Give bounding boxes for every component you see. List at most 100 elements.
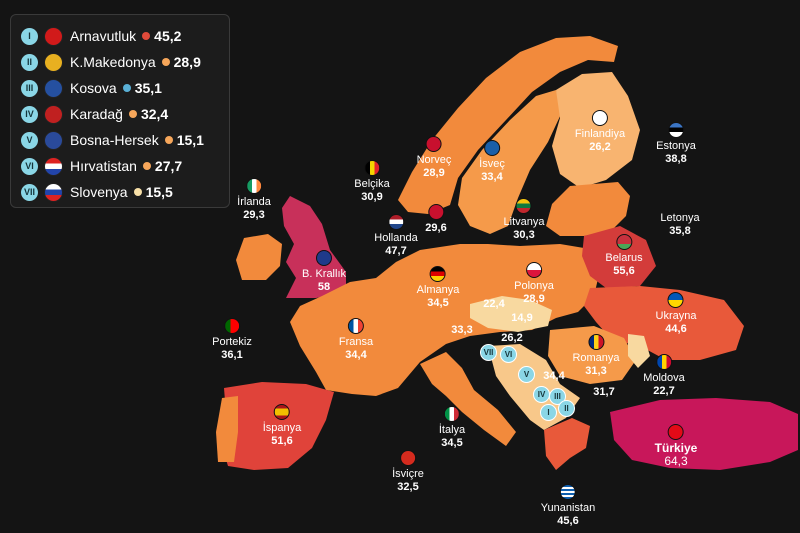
legend-item: IV Karadağ 32,4 xyxy=(21,103,168,125)
value-slovakia: 14,9 xyxy=(511,312,533,324)
uk-flag-icon xyxy=(315,250,332,266)
romania-flag-icon xyxy=(587,334,604,350)
label-sweden: İsveç 33,4 xyxy=(479,140,505,184)
legend-number: VI xyxy=(21,157,38,175)
label-netherlands: Hollanda 47,7 xyxy=(374,214,418,258)
legend-country: Karadağ xyxy=(70,106,123,122)
country-name: Romanya xyxy=(572,352,620,364)
value-hungary: 26,2 xyxy=(501,332,523,344)
spain-flag-icon xyxy=(274,404,290,420)
country-value: 31,3 xyxy=(585,365,607,377)
region-finland xyxy=(552,72,640,188)
region-portugal xyxy=(216,396,238,462)
region-balkans xyxy=(488,344,580,430)
label-ireland: İrlanda 29,3 xyxy=(237,178,271,222)
legend-dot xyxy=(161,58,170,66)
kosovo-flag-icon xyxy=(44,78,63,98)
switzerland-flag-icon xyxy=(400,450,416,466)
label-moldova: Moldova 22,7 xyxy=(643,354,685,398)
italy-flag-icon xyxy=(443,406,460,422)
legend-dot xyxy=(128,110,137,118)
legend-country: Arnavutluk xyxy=(70,28,137,44)
legend-number: V xyxy=(21,131,38,149)
region-greece xyxy=(544,418,590,470)
value-austria: 33,3 xyxy=(451,324,473,336)
label-romania: Romanya 31,3 xyxy=(572,334,620,378)
legend-value: 15,5 xyxy=(145,184,173,200)
legend-item: III Kosova 35,1 xyxy=(21,77,162,99)
country-name: Hollanda xyxy=(374,232,418,244)
marker-north-macedonia: II xyxy=(558,400,575,417)
label-norway: Norveç 28,9 xyxy=(416,136,452,180)
value-czechia: 22,4 xyxy=(483,298,505,310)
netherlands-flag-icon xyxy=(387,214,404,230)
label-greece: Yunanistan 45,6 xyxy=(541,484,595,528)
belgium-flag-icon xyxy=(364,160,380,176)
region-west-central xyxy=(290,244,600,396)
country-name: Moldova xyxy=(643,372,685,384)
value-serbia: 34,4 xyxy=(543,370,565,382)
marker-montenegro: IV xyxy=(533,386,550,403)
country-value: 28,9 xyxy=(523,293,545,305)
legend-item: I Arnavutluk 45,2 xyxy=(21,25,181,47)
country-value: 58 xyxy=(317,281,331,293)
turkey-flag-icon xyxy=(668,424,684,440)
country-name: Yunanistan xyxy=(540,502,596,514)
country-value: 34,5 xyxy=(427,297,449,309)
sweden-flag-icon xyxy=(484,140,500,156)
value-bulgaria: 31,7 xyxy=(593,386,615,398)
marker-slovenia: VII xyxy=(480,344,497,361)
marker-bosnia: V xyxy=(518,366,535,383)
label-italy: İtalya 34,5 xyxy=(439,406,465,450)
label-switzerland: İsviçre 32,5 xyxy=(392,450,424,494)
ukraine-flag-icon xyxy=(668,292,684,308)
finland-flag-icon xyxy=(591,110,608,126)
label-denmark: 29,6 xyxy=(425,204,447,235)
norway-flag-icon xyxy=(426,136,442,152)
country-name: Litvanya xyxy=(503,216,545,228)
country-value: 38,8 xyxy=(665,153,687,165)
region-italy xyxy=(420,352,516,446)
country-value: 34,4 xyxy=(345,349,367,361)
marker-croatia: VI xyxy=(500,346,517,363)
legend-value: 45,2 xyxy=(154,28,182,44)
legend-country: K.Makedonya xyxy=(70,54,156,70)
legend-item: II K.Makedonya 28,9 xyxy=(21,51,201,73)
region-uk xyxy=(282,196,346,298)
legend-number: VII xyxy=(21,183,38,201)
label-estonia: Estonya 38,8 xyxy=(656,122,696,166)
poland-flag-icon xyxy=(525,262,542,278)
label-poland: Polonya 28,9 xyxy=(514,262,554,306)
legend-value: 15,1 xyxy=(176,132,204,148)
marker-albania: I xyxy=(540,404,557,421)
region-turkey xyxy=(610,398,798,470)
country-name: Almanya xyxy=(416,284,460,296)
country-value: 47,7 xyxy=(385,245,407,257)
lithuania-flag-icon xyxy=(515,198,532,214)
greece-flag-icon xyxy=(560,484,576,500)
region-central-east xyxy=(470,296,552,332)
country-value: 30,3 xyxy=(513,229,535,241)
moldova-flag-icon xyxy=(655,354,672,370)
country-name: Fransa xyxy=(338,336,374,348)
legend-country: Slovenya xyxy=(70,184,128,200)
country-name: Portekiz xyxy=(212,336,252,348)
label-france: Fransa 34,4 xyxy=(339,318,373,362)
country-value: 44,6 xyxy=(665,323,687,335)
bosnia-flag-icon xyxy=(44,130,63,150)
country-name: Norveç xyxy=(416,154,452,166)
croatia-flag-icon xyxy=(44,156,63,176)
label-spain: İspanya 51,6 xyxy=(263,404,301,448)
country-name: Ukrayna xyxy=(655,310,697,322)
country-name: B. Krallık xyxy=(301,268,347,280)
legend-value: 35,1 xyxy=(134,80,162,96)
germany-flag-icon xyxy=(429,266,446,282)
legend-dot xyxy=(164,136,173,144)
legend-country: Hırvatistan xyxy=(70,158,137,174)
north-macedonia-flag-icon xyxy=(44,52,63,72)
legend-value: 32,4 xyxy=(140,106,169,122)
legend-number: I xyxy=(21,27,38,45)
legend-number: IV xyxy=(21,105,38,123)
denmark-flag-icon xyxy=(427,204,444,220)
